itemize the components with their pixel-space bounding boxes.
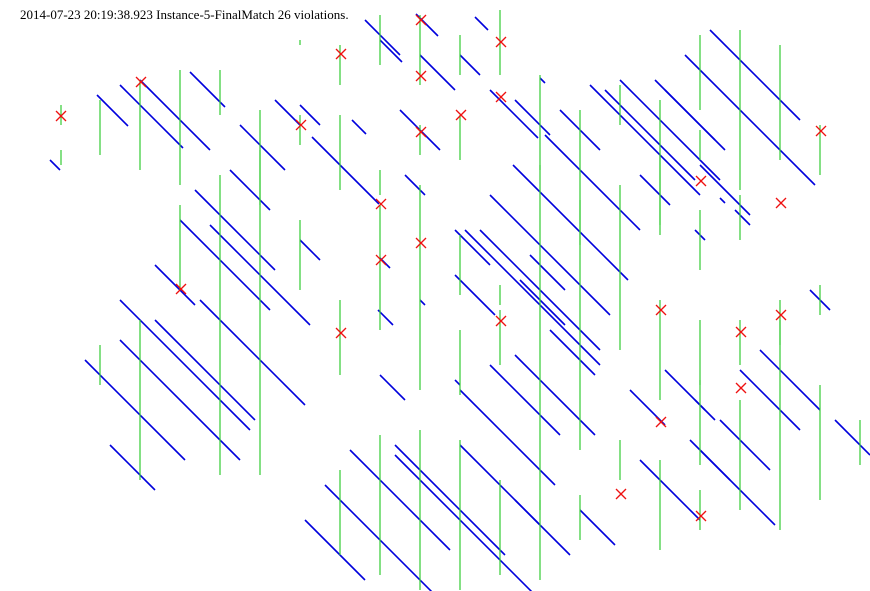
diagonal-segment <box>380 40 402 62</box>
diagonal-segment <box>275 100 300 125</box>
diagonal-segment <box>580 510 615 545</box>
diagonal-segment <box>590 85 700 195</box>
diagonal-segment <box>513 165 628 280</box>
diagonal-segment <box>455 275 495 315</box>
diagonal-segment <box>700 450 775 525</box>
diagonal-segment <box>665 370 715 420</box>
diagonal-segment <box>420 300 425 305</box>
diagonal-segment <box>490 365 560 435</box>
violation-x-icon <box>416 127 426 137</box>
violation-x-icon <box>176 284 186 294</box>
diagonal-segment <box>455 380 460 385</box>
diagonal-segment <box>700 165 750 215</box>
violation-x-icon <box>816 126 826 136</box>
diagonal-segment <box>720 198 725 203</box>
diagonal-segment <box>490 195 610 315</box>
diagonal-segment <box>155 265 195 305</box>
violation-x-icon <box>696 511 706 521</box>
diagonal-segment <box>520 280 565 325</box>
violation-x-icon <box>416 238 426 248</box>
diagonal-segment <box>405 175 425 195</box>
diagonal-segment <box>710 30 800 120</box>
violation-x-icon <box>496 316 506 326</box>
diagonal-segment <box>97 95 128 126</box>
violation-x-icon <box>336 328 346 338</box>
diagonal-segment <box>640 460 700 520</box>
diagonal-segment <box>605 90 695 180</box>
violation-x-icon <box>736 383 746 393</box>
diagonal-segment <box>352 120 366 134</box>
diagonal-segment <box>720 420 770 470</box>
diagonal-segment <box>380 375 405 400</box>
diagonal-segment <box>540 78 545 83</box>
diagonal-segment <box>155 320 255 420</box>
vertical-segments <box>61 10 860 590</box>
violation-markers <box>56 15 826 521</box>
diagonal-segment <box>230 170 270 210</box>
violation-x-icon <box>376 199 386 209</box>
violation-x-icon <box>296 120 306 130</box>
violation-x-icon <box>656 305 666 315</box>
diagonal-segment <box>460 390 555 485</box>
violation-x-icon <box>136 77 146 87</box>
diagonal-segment <box>760 350 820 410</box>
violation-x-icon <box>416 15 426 25</box>
diagonal-segment <box>416 14 438 36</box>
diagonal-segment <box>665 90 725 150</box>
diagonal-segment <box>200 300 305 405</box>
diagonal-segment <box>640 175 670 205</box>
diagonal-segment <box>740 370 800 430</box>
diagonal-segment <box>325 485 445 591</box>
diagonal-segment <box>120 340 240 460</box>
diagonal-segment <box>490 90 538 138</box>
diagonal-segment <box>515 100 550 135</box>
violation-x-icon <box>456 110 466 120</box>
violation-x-icon <box>776 198 786 208</box>
diagonal-segment <box>395 445 505 555</box>
diagonal-segment <box>395 455 540 591</box>
diagonal-segment <box>240 125 285 170</box>
violation-x-icon <box>496 37 506 47</box>
diagonal-segment <box>120 85 183 148</box>
violation-x-icon <box>696 176 706 186</box>
violation-x-icon <box>776 310 786 320</box>
diagonal-segment <box>50 160 60 170</box>
diagonal-segment <box>515 500 570 555</box>
diagonal-segment <box>300 240 320 260</box>
diagonal-segment <box>365 20 400 55</box>
diagonal-segment <box>312 137 379 204</box>
diagonal-segment <box>180 220 270 310</box>
violation-x-icon <box>336 49 346 59</box>
diagonal-segment <box>835 420 870 455</box>
violation-x-icon <box>416 71 426 81</box>
diagonal-segment <box>350 450 450 550</box>
violation-x-icon <box>376 255 386 265</box>
diagonal-segment <box>300 105 320 125</box>
diagonal-segment <box>545 135 640 230</box>
diagonal-segment <box>515 355 595 435</box>
diagonal-segment <box>110 445 155 490</box>
diagonal-segment <box>305 520 365 580</box>
violation-x-icon <box>616 489 626 499</box>
diagonal-segment <box>460 55 480 75</box>
diagonal-segment <box>475 17 488 30</box>
violation-x-icon <box>656 417 666 427</box>
violation-x-icon <box>736 327 746 337</box>
